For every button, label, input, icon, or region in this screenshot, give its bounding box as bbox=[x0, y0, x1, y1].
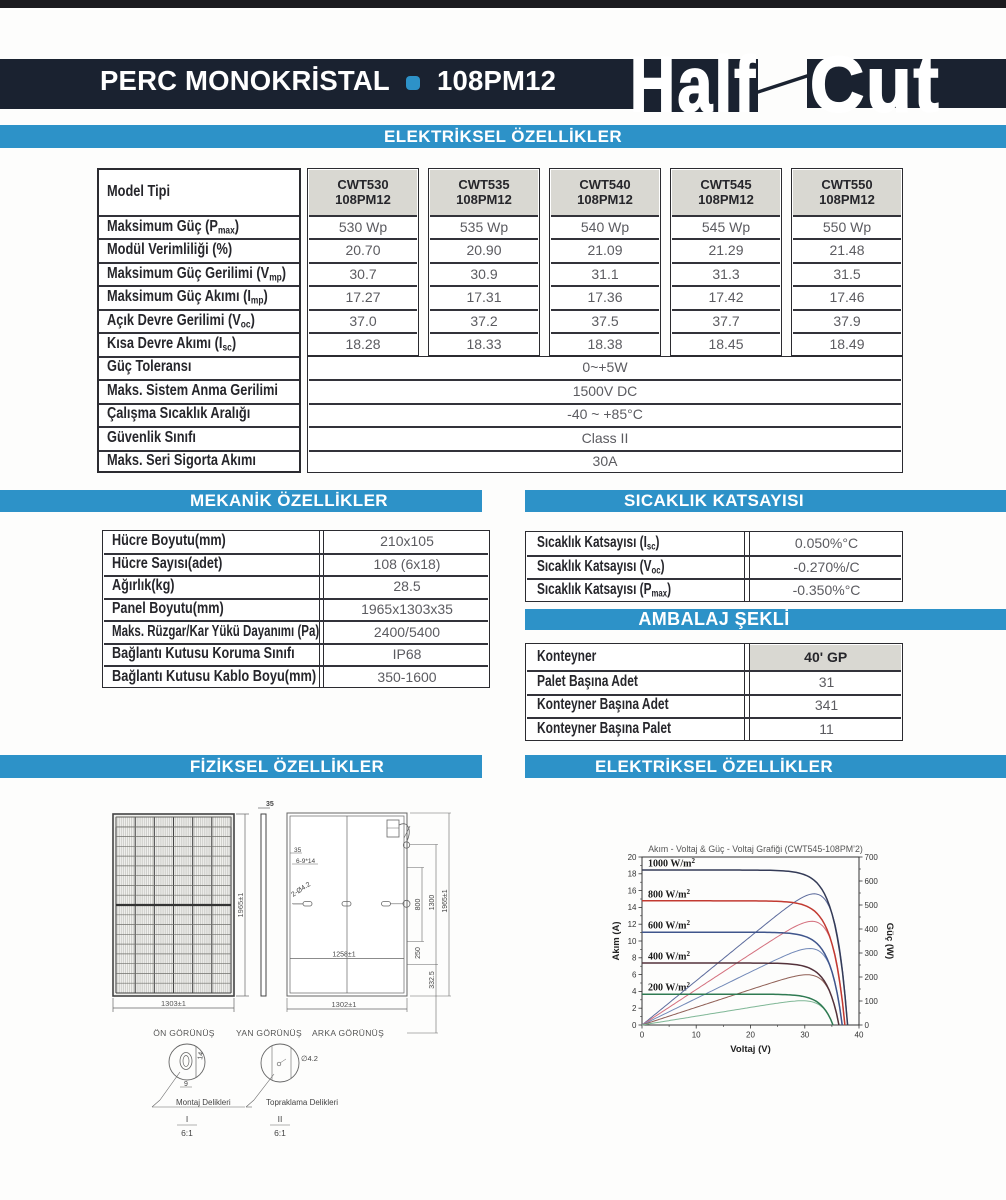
svg-text:10: 10 bbox=[628, 937, 637, 946]
svg-text:1300: 1300 bbox=[429, 895, 436, 911]
svg-text:Montaj Delikleri: Montaj Delikleri bbox=[176, 1098, 231, 1107]
svg-text:600: 600 bbox=[865, 877, 879, 886]
svg-text:Akım (A): Akım (A) bbox=[611, 921, 622, 960]
svg-text:18: 18 bbox=[628, 870, 637, 879]
svg-text:700: 700 bbox=[865, 853, 879, 862]
svg-text:6:1: 6:1 bbox=[181, 1128, 193, 1138]
svg-text:800: 800 bbox=[415, 899, 422, 911]
svg-text:ARKA GÖRÜNÜŞ: ARKA GÖRÜNÜŞ bbox=[312, 1028, 384, 1038]
svg-text:300: 300 bbox=[865, 949, 879, 958]
svg-text:35: 35 bbox=[294, 847, 302, 854]
svg-text:Topraklama Delikleri: Topraklama Delikleri bbox=[266, 1098, 338, 1107]
svg-text:10: 10 bbox=[692, 1031, 701, 1040]
svg-text:40: 40 bbox=[855, 1031, 864, 1040]
svg-text:400 W/m2: 400 W/m2 bbox=[648, 950, 690, 963]
svg-text:100: 100 bbox=[865, 997, 879, 1006]
svg-text:1303±1: 1303±1 bbox=[161, 999, 186, 1008]
svg-text:12: 12 bbox=[628, 920, 637, 929]
svg-text:14: 14 bbox=[197, 1051, 205, 1060]
svg-text:II: II bbox=[278, 1114, 283, 1124]
svg-text:I: I bbox=[186, 1114, 188, 1124]
svg-text:1965±1: 1965±1 bbox=[236, 893, 245, 918]
svg-text:Güç (W): Güç (W) bbox=[884, 923, 895, 959]
svg-text:6:1: 6:1 bbox=[274, 1128, 286, 1138]
svg-text:200: 200 bbox=[865, 973, 879, 982]
svg-text:1000 W/m2: 1000 W/m2 bbox=[648, 857, 695, 870]
svg-text:8: 8 bbox=[632, 954, 637, 963]
svg-text:800 W/m2: 800 W/m2 bbox=[648, 888, 690, 901]
svg-text:250: 250 bbox=[415, 947, 422, 959]
svg-text:1965±1: 1965±1 bbox=[442, 889, 449, 912]
svg-text:0: 0 bbox=[632, 1021, 637, 1030]
svg-text:600 W/m2: 600 W/m2 bbox=[648, 919, 690, 932]
svg-text:30: 30 bbox=[800, 1031, 809, 1040]
svg-text:16: 16 bbox=[628, 886, 637, 895]
svg-text:6-9*14: 6-9*14 bbox=[296, 858, 316, 865]
svg-text:YAN GÖRÜNÜŞ: YAN GÖRÜNÜŞ bbox=[236, 1028, 302, 1038]
svg-text:332.5: 332.5 bbox=[429, 971, 436, 989]
svg-text:9: 9 bbox=[184, 1081, 188, 1088]
svg-text:14: 14 bbox=[628, 903, 637, 912]
svg-text:400: 400 bbox=[865, 925, 879, 934]
svg-text:ÖN GÖRÜNÜŞ: ÖN GÖRÜNÜŞ bbox=[153, 1028, 215, 1038]
svg-text:0: 0 bbox=[640, 1031, 645, 1040]
svg-text:35: 35 bbox=[266, 801, 274, 808]
svg-text:0: 0 bbox=[865, 1021, 870, 1030]
svg-text:Akım - Voltaj & Güç - Voltaj G: Akım - Voltaj & Güç - Voltaj Grafiği (CW… bbox=[648, 844, 863, 854]
svg-text:∅4.2: ∅4.2 bbox=[301, 1054, 318, 1063]
svg-text:20: 20 bbox=[746, 1031, 755, 1040]
svg-text:200 W/m2: 200 W/m2 bbox=[648, 981, 690, 994]
svg-text:Voltaj (V): Voltaj (V) bbox=[730, 1044, 770, 1055]
svg-text:4: 4 bbox=[632, 987, 637, 996]
svg-text:20: 20 bbox=[628, 853, 637, 862]
svg-text:500: 500 bbox=[865, 901, 879, 910]
svg-text:2: 2 bbox=[632, 1004, 637, 1013]
svg-text:1258±1: 1258±1 bbox=[332, 952, 355, 959]
svg-text:6: 6 bbox=[632, 970, 637, 979]
svg-text:1302±1: 1302±1 bbox=[332, 1000, 357, 1009]
